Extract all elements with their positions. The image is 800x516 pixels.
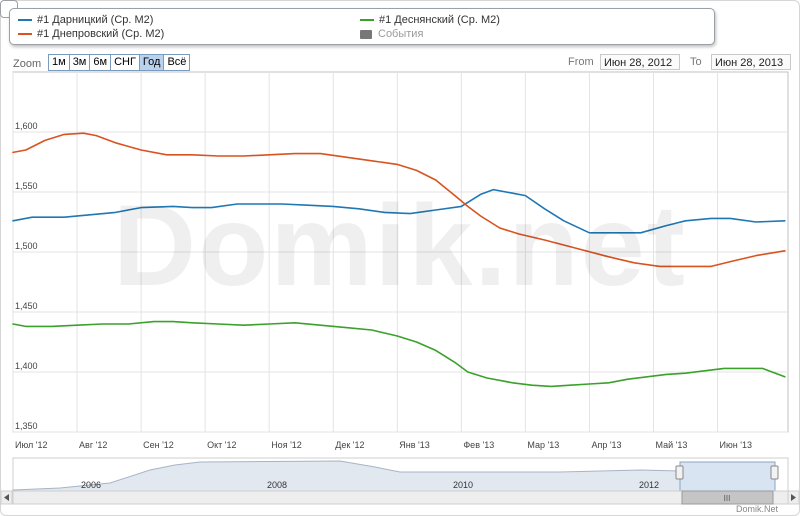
y-tick-label: 1,600 [15,121,38,131]
x-tick-label: Янв '13 [399,440,429,450]
y-tick-label: 1,550 [15,181,38,191]
x-tick-label: Май '13 [655,440,687,450]
legend-label-dneprovsky: #1 Днепровский (Ср. М2) [37,28,165,40]
x-tick-label: Дек '12 [335,440,364,450]
plot-grid [12,71,789,433]
x-tick-label: Сен '12 [143,440,174,450]
legend-label-darnitsky: #1 Дарницкий (Ср. М2) [37,14,154,26]
legend-box-events [360,29,372,39]
legend-swatch-darnitsky [18,19,32,21]
zoom-label: Zoom [13,58,42,70]
legend-label-desnyansky: #1 Деснянский (Ср. М2) [379,14,500,26]
range-from-label: From [568,56,594,68]
range-to-input[interactable]: Июн 28, 2013 [711,54,791,70]
navigator-year-label: 2012 [639,480,659,490]
x-tick-label: Апр '13 [591,440,621,450]
series-lines [12,132,786,388]
x-tick-label: Фев '13 [463,440,494,450]
zoom-all-button[interactable]: Всё [163,54,191,71]
navigator-scrollbar[interactable] [12,490,789,505]
x-tick-label: Ноя '12 [271,440,302,450]
scroll-right-arrow-icon [791,494,796,501]
x-tick-label: Июн '13 [720,440,752,450]
series-line-2[interactable] [12,320,786,388]
legend-item-dneprovsky[interactable]: #1 Днепровский (Ср. М2) [18,28,164,40]
y-axis-ticks: 1,350 1,400 1,450 1,500 1,550 1,600 [15,121,38,431]
legend-label-events: События [378,28,424,40]
navigator-year-label: 2008 [267,480,287,490]
navigator-year-label: 2010 [453,480,473,490]
navigator-year-label: 2006 [81,480,101,490]
legend-item-darnitsky[interactable]: #1 Дарницкий (Ср. М2) [18,14,153,26]
series-line-1[interactable] [12,132,786,268]
legend: #1 Дарницкий (Ср. М2) #1 Днепровский (Ср… [9,8,715,45]
y-tick-label: 1,350 [15,421,38,431]
x-tick-label: Июл '12 [15,440,48,450]
navigator-right-handle[interactable] [770,465,779,480]
zoom-ytd-button[interactable]: СНГ [110,54,140,71]
scrollbar-grip-icon: III [724,494,731,503]
y-tick-label: 1,450 [15,301,38,311]
range-from-input[interactable]: Июн 28, 2012 [600,54,680,70]
navigator-scrollbar-thumb[interactable] [681,490,774,505]
zoom-1m-button[interactable]: 1м [48,54,70,71]
x-axis-ticks: Июл '12 Авг '12 Сен '12 Окт '12 Ноя '12 Дек '… [15,440,752,450]
range-to-label: To [690,56,702,68]
y-tick-label: 1,500 [15,241,38,251]
scroll-left-arrow-icon [4,494,9,501]
legend-swatch-dneprovsky [18,33,32,35]
navigator-left-handle[interactable] [675,465,684,480]
watermark: Domik.net [113,182,687,310]
legend-item-events[interactable]: События [360,28,423,40]
zoom-6m-button[interactable]: 6м [89,54,112,71]
credit-label: Domik.Net [735,504,778,514]
zoom-buttons: 1м 3м 6м СНГ Год Всё [48,54,191,71]
x-tick-label: Авг '12 [79,440,107,450]
y-tick-label: 1,400 [15,361,38,371]
x-tick-label: Мар '13 [527,440,559,450]
legend-swatch-desnyansky [360,19,374,21]
series-line-0[interactable] [12,188,786,234]
zoom-3m-button[interactable]: 3м [68,54,91,71]
legend-item-desnyansky[interactable]: #1 Деснянский (Ср. М2) [360,14,500,26]
x-tick-label: Окт '12 [207,440,236,450]
